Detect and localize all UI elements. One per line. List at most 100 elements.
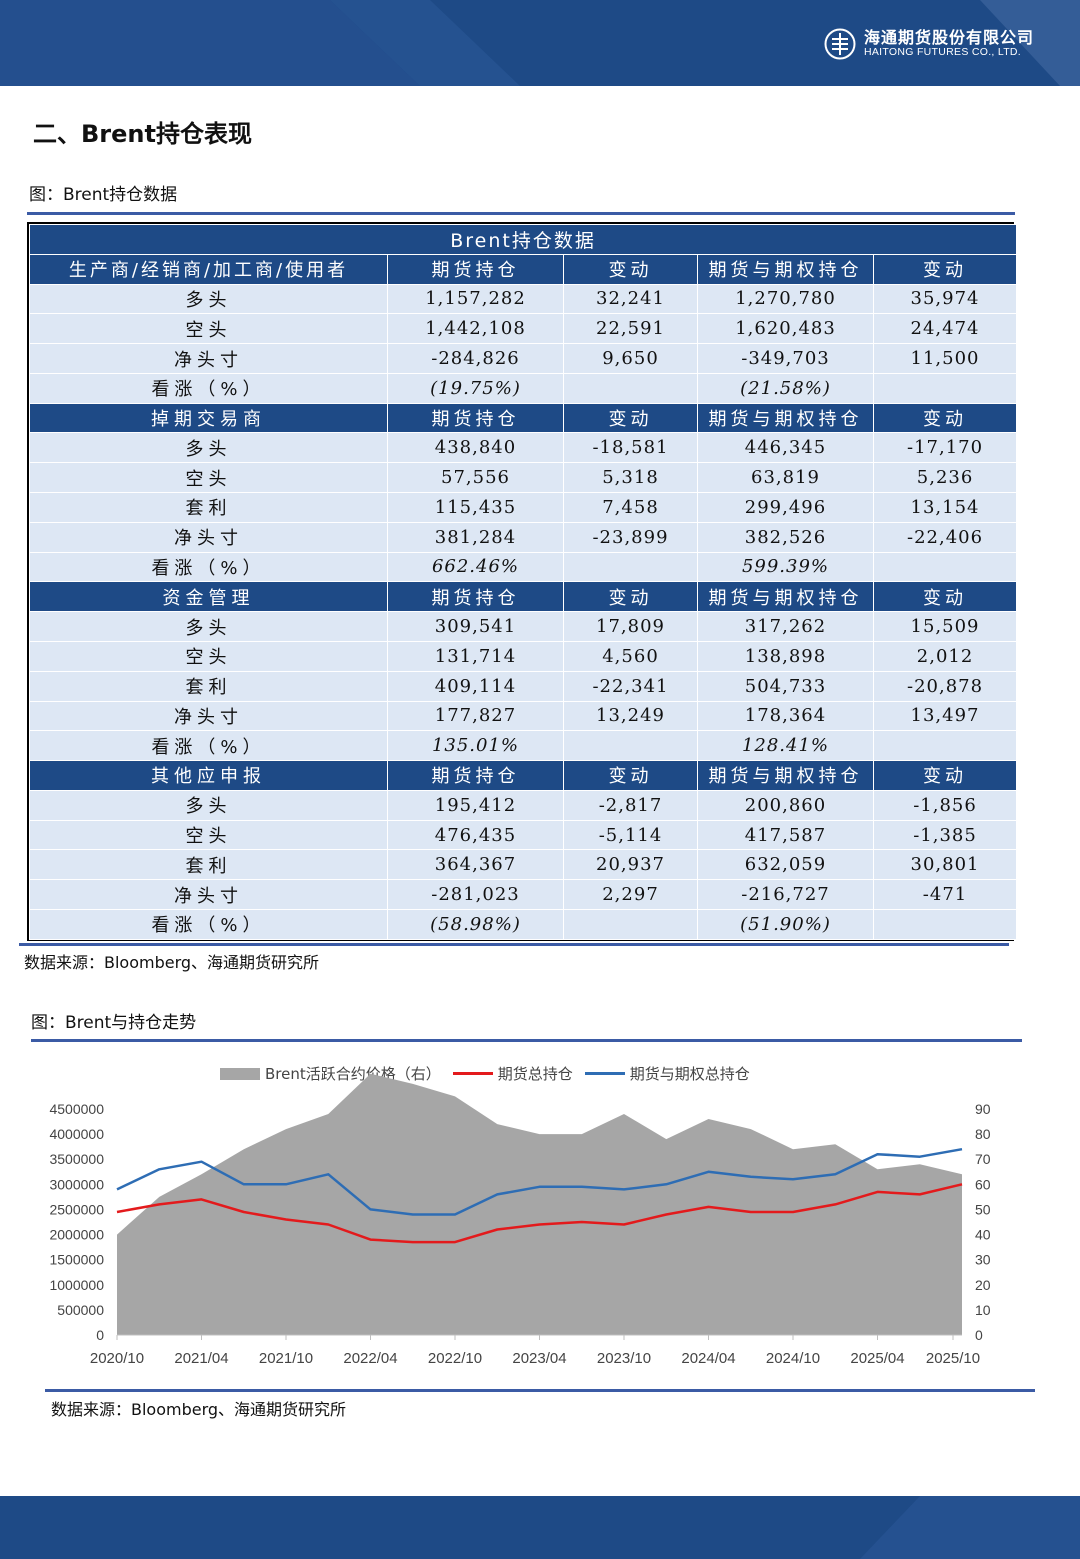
table-cell: -22,341 (563, 670, 698, 702)
table-cell (872, 908, 1018, 940)
x-tick-label: 2022/10 (428, 1350, 482, 1367)
table-cell: 57,556 (387, 462, 564, 494)
table-cell: 195,412 (387, 789, 564, 821)
row-label: 看涨（%） (29, 730, 388, 762)
table-cell: 364,367 (387, 849, 564, 881)
group-title: 掉期交易商 (29, 402, 388, 434)
table-cell: 299,496 (697, 492, 874, 523)
table-row: 净头寸 381,284 -23,899 382,526 -22,406 (29, 521, 1018, 553)
row-label: 看涨（%） (29, 372, 388, 404)
table-cell: 13,249 (563, 700, 698, 732)
table-cell: -2,817 (563, 789, 698, 821)
y-left-tick-label: 2000000 (49, 1227, 104, 1243)
table-cell: -20,878 (872, 670, 1018, 702)
y-left-tick-label: 3000000 (49, 1176, 104, 1192)
company-name-cn: 海通期货股份有限公司 (863, 28, 1034, 48)
x-tick-label: 2023/04 (512, 1350, 566, 1367)
column-header: 变动 (872, 760, 1018, 791)
table-cell: 9,650 (563, 343, 698, 374)
table-cell (872, 551, 1018, 583)
table-cell: 115,435 (387, 492, 564, 523)
table-cell: -5,114 (563, 819, 698, 851)
column-header: 变动 (563, 760, 698, 791)
table-cell: 309,541 (387, 611, 564, 642)
table-cell: 2,297 (563, 879, 698, 910)
table-row: 套利 115,435 7,458 299,496 13,154 (29, 492, 1018, 523)
table-row: 多头 195,412 -2,817 200,860 -1,856 (29, 789, 1018, 821)
series-line-futures-options (116, 1147, 963, 1216)
figure1-bottom-rule (19, 943, 1009, 946)
row-label: 净头寸 (29, 343, 388, 374)
table-row: 空头 57,556 5,318 63,819 5,236 (29, 462, 1018, 494)
row-label: 空头 (29, 640, 388, 672)
legend-item-price: Brent活跃合约价格（右） (220, 1063, 441, 1084)
table-row: 空头 1,442,108 22,591 1,620,483 24,474 (29, 313, 1018, 345)
table-cell: 131,714 (387, 640, 564, 672)
column-header: 变动 (872, 402, 1018, 434)
row-label: 空头 (29, 462, 388, 494)
column-header: 变动 (872, 581, 1018, 613)
table-cell (563, 908, 698, 940)
table-row: 看涨（%） 662.46% 599.39% (29, 551, 1018, 583)
table-cell: 4,560 (563, 640, 698, 672)
row-label: 多头 (29, 432, 388, 464)
table-cell: -471 (872, 879, 1018, 910)
y-left-tick-label: 0 (96, 1327, 104, 1343)
table-cell: 200,860 (697, 789, 874, 821)
group-header-managed: 资金管理 期货持仓 变动 期货与期权持仓 变动 (29, 581, 1018, 613)
legend-label-options: 期货与期权总持仓 (629, 1065, 750, 1083)
legend-swatch-futures (452, 1072, 493, 1075)
table-row: 套利 409,114 -22,341 504,733 -20,878 (29, 670, 1018, 702)
table-cell: 17,809 (563, 611, 698, 642)
y-left-tick-label: 4500000 (49, 1101, 104, 1117)
header-band: 海通期货股份有限公司 HAITONG FUTURES CO., LTD. (0, 0, 1080, 86)
table-row: 看涨（%） 135.01% 128.41% (29, 730, 1018, 762)
table-cell: 438,840 (387, 432, 564, 464)
column-header: 变动 (563, 253, 698, 285)
table-cell: -1,856 (872, 789, 1018, 821)
table-cell: 178,364 (697, 700, 874, 732)
table-row: 套利 364,367 20,937 632,059 30,801 (29, 849, 1018, 881)
y-left-tick-label: 500000 (57, 1302, 104, 1318)
x-tick-label: 2023/10 (597, 1350, 651, 1367)
group-header-producer: 生产商/经销商/加工商/使用者 期货持仓 变动 期货与期权持仓 变动 (29, 253, 1018, 285)
positions-table: Brent持仓数据 生产商/经销商/加工商/使用者 期货持仓 变动 期货与期权持仓 变动… (27, 222, 1018, 941)
figure1-title: 图：Brent持仓数据 (29, 185, 178, 205)
y-right-tick-label: 30 (975, 1252, 991, 1268)
x-tick-label: 2020/10 (90, 1350, 144, 1367)
x-tick-label: 2025/04 (850, 1350, 904, 1367)
table-cell: 476,435 (387, 819, 564, 851)
brent-positions-chart: 4500000 4000000 3500000 3000000 2500000 20000… (49, 1073, 991, 1367)
y-left-tick-label: 2500000 (49, 1201, 104, 1217)
table-cell (563, 730, 698, 762)
column-header: 期货持仓 (387, 760, 564, 791)
row-label: 套利 (29, 670, 388, 702)
row-label: 净头寸 (29, 521, 388, 553)
y-left-tick-label: 1000000 (49, 1277, 104, 1293)
row-label: 多头 (29, 789, 388, 821)
group-title: 生产商/经销商/加工商/使用者 (29, 253, 388, 285)
table-cell: (58.98%) (387, 908, 564, 940)
figure1-top-rule (27, 212, 1015, 215)
x-tick-label: 2025/10 (926, 1350, 980, 1367)
table-cell (563, 372, 698, 404)
table-row: 多头 309,541 17,809 317,262 15,509 (29, 611, 1018, 642)
table-cell: 504,733 (697, 670, 874, 702)
table-cell: 11,500 (872, 343, 1018, 374)
table-cell (872, 730, 1018, 762)
row-label: 多头 (29, 283, 388, 315)
table-row: 多头 438,840 -18,581 446,345 -17,170 (29, 432, 1018, 464)
table-row: 看涨（%） (19.75%) (21.58%) (29, 372, 1018, 404)
row-label: 套利 (29, 849, 388, 881)
table-cell: -216,727 (697, 879, 874, 910)
table-row: 空头 131,714 4,560 138,898 2,012 (29, 640, 1018, 672)
figure2-top-rule (31, 1039, 1022, 1042)
footer-band (0, 1496, 1080, 1559)
table-cell: (21.58%) (697, 372, 874, 404)
table-cell: 317,262 (697, 611, 874, 642)
table-cell: 128.41% (697, 730, 874, 762)
table-cell: 1,442,108 (387, 313, 564, 345)
table-cell: 13,497 (872, 700, 1018, 732)
group-header-other: 其他应申报 期货持仓 变动 期货与期权持仓 变动 (29, 760, 1018, 791)
table-row: 净头寸 -281,023 2,297 -216,727 -471 (29, 879, 1018, 910)
